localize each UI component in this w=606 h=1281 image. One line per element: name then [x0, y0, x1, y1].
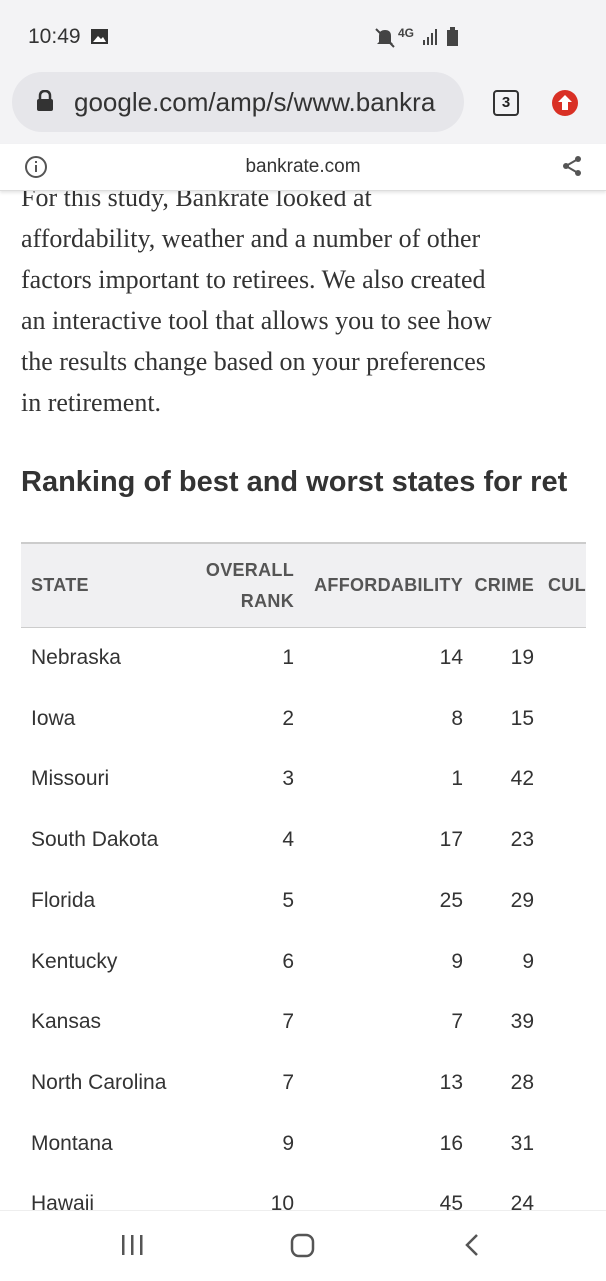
gallery-icon	[91, 29, 108, 44]
status-bar: 10:49 4G	[0, 0, 606, 72]
rank-value: 1	[282, 646, 294, 669]
rank-value: 28	[510, 1070, 534, 1094]
rank-value: 15	[510, 706, 534, 730]
column-header: CUL	[548, 575, 586, 595]
rank-value: 45	[439, 1192, 463, 1212]
paragraph-line: factors important to retirees. We also c…	[21, 265, 486, 294]
state-name: Nebraska	[31, 646, 121, 669]
paragraph-line: the results change based on your prefere…	[21, 347, 486, 376]
state-name: Missouri	[31, 767, 110, 791]
table-heading: Ranking of best and worst states for ret	[21, 466, 568, 498]
rank-value: 7	[282, 1010, 294, 1034]
rank-value: 9	[451, 949, 463, 973]
article-paragraph: For this study, Bankrate looked at afford…	[0, 0, 606, 430]
rank-value: 9	[522, 949, 534, 973]
column-header: RANK	[240, 591, 294, 611]
rank-value: 24	[510, 1192, 534, 1212]
rank-value: 14	[439, 646, 463, 669]
rank-value: 31	[510, 1131, 534, 1155]
state-name: Florida	[31, 888, 96, 912]
share-icon[interactable]	[560, 154, 584, 178]
rank-value: 9	[282, 1131, 294, 1155]
state-name: Hawaii	[31, 1192, 95, 1212]
site-domain: bankrate.com	[245, 156, 361, 177]
address-bar[interactable]: google.com/amp/s/www.bankra	[12, 72, 464, 132]
nav-bar	[0, 1210, 606, 1281]
signal-icon	[423, 29, 437, 45]
toolbar: google.com/amp/s/www.bankra 3	[0, 72, 606, 144]
column-header: CRIME	[474, 575, 534, 595]
paragraph-line: affordability, weather and a number of o…	[21, 224, 481, 253]
rank-value: 29	[510, 888, 534, 912]
tab-switcher[interactable]: 3	[493, 90, 519, 116]
url-text: google.com/amp/s/www.bankra	[74, 87, 436, 117]
rank-value: 39	[510, 1010, 534, 1034]
home-button[interactable]	[290, 1233, 316, 1259]
state-name: Iowa	[31, 706, 76, 730]
rank-value: 3	[282, 767, 294, 791]
ranking-table: STATE OVERALL RANK AFFORDABILITY CRIME CUL Neb…	[21, 542, 586, 1212]
mute-icon	[375, 28, 395, 48]
info-icon[interactable]	[24, 155, 48, 179]
paragraph-line: an interactive tool that allows you to s…	[21, 306, 492, 335]
state-name: Kansas	[31, 1010, 102, 1034]
rank-value: 7	[451, 1010, 463, 1034]
rank-value: 25	[439, 888, 463, 912]
state-name: Kentucky	[31, 949, 118, 973]
paragraph-line: in retirement.	[21, 388, 162, 417]
rank-value: 7	[282, 1070, 294, 1094]
rank-value: 19	[510, 646, 534, 669]
battery-icon	[447, 27, 458, 46]
rank-value: 5	[282, 888, 294, 912]
recents-button[interactable]	[120, 1233, 146, 1257]
rank-value: 10	[270, 1192, 294, 1212]
rank-value: 6	[282, 949, 294, 973]
rank-value: 23	[510, 828, 534, 852]
rank-value: 8	[451, 706, 463, 730]
network-type: 4G	[398, 26, 415, 40]
rank-value: 16	[439, 1131, 463, 1155]
column-header: AFFORDABILITY	[314, 575, 463, 595]
column-header: STATE	[31, 575, 89, 595]
rank-value: 42	[510, 767, 534, 791]
state-name: Montana	[31, 1131, 113, 1155]
lock-icon	[37, 90, 53, 111]
rank-value: 13	[439, 1070, 463, 1094]
table-header	[21, 544, 586, 628]
update-button[interactable]	[551, 89, 579, 117]
rank-value: 1	[451, 767, 463, 791]
status-time: 10:49	[28, 25, 81, 48]
rank-value: 4	[282, 828, 294, 852]
rank-value: 2	[282, 706, 294, 730]
state-name: South Dakota	[31, 828, 159, 852]
back-button[interactable]	[462, 1233, 482, 1259]
rank-value: 17	[439, 828, 463, 852]
state-name: North Carolina	[31, 1070, 167, 1094]
amp-bar: bankrate.com	[0, 144, 606, 191]
column-header: OVERALL	[205, 560, 294, 580]
